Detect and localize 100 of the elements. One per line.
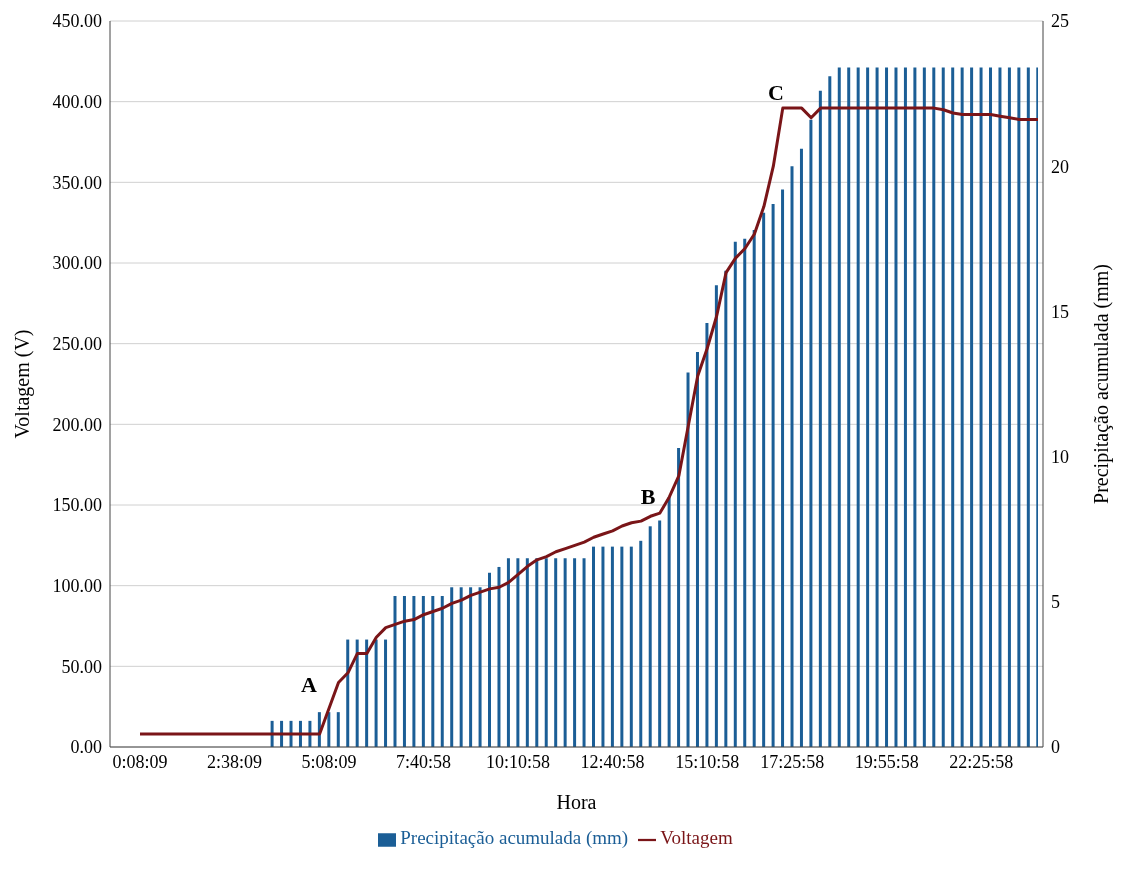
- bar: [629, 546, 633, 747]
- bar: [346, 639, 350, 747]
- bar: [828, 76, 832, 747]
- bar: [506, 558, 510, 747]
- bar: [667, 497, 671, 747]
- line-series: [140, 106, 1038, 736]
- bar: [450, 587, 454, 747]
- y-tick-label: 400.00: [52, 92, 102, 113]
- bar: [922, 67, 926, 747]
- bar: [554, 558, 558, 747]
- bar: [970, 67, 974, 747]
- bar: [592, 546, 595, 747]
- bar: [979, 67, 983, 747]
- bar: [903, 67, 907, 747]
- bar: [941, 67, 945, 747]
- y-tick-label: 0.00: [70, 737, 102, 758]
- y-tick-label: 100.00: [52, 576, 102, 597]
- legend-label: Voltagem: [660, 827, 733, 848]
- bar: [809, 119, 813, 747]
- y2-tick-label: 25: [1051, 11, 1069, 32]
- x-tick-label: 0:08:09: [112, 751, 168, 772]
- bar: [695, 352, 699, 747]
- bar: [762, 212, 766, 747]
- bar: [488, 572, 492, 747]
- bar: [459, 587, 463, 747]
- y-tick-label: 450.00: [52, 11, 102, 32]
- bar: [544, 558, 548, 747]
- bar: [743, 238, 747, 747]
- bar: [610, 546, 614, 747]
- bar: [856, 67, 860, 747]
- bar: [497, 566, 501, 747]
- bar: [781, 189, 785, 747]
- bar: [752, 230, 756, 747]
- y2-tick-label: 10: [1051, 446, 1069, 467]
- bar: [601, 546, 605, 747]
- bar: [336, 712, 340, 747]
- bar: [516, 558, 520, 747]
- bar: [374, 639, 378, 747]
- annotation: B: [640, 484, 656, 509]
- bar: [648, 526, 652, 747]
- bar: [402, 595, 406, 747]
- bar: [431, 595, 435, 747]
- bar: [894, 67, 898, 747]
- x-tick-label: 19:55:58: [854, 751, 919, 772]
- x-tick-label: 15:10:58: [675, 751, 740, 772]
- x-tick-label: 7:40:58: [396, 751, 452, 772]
- y2-tick-label: 15: [1051, 301, 1069, 322]
- bar: [932, 67, 936, 747]
- bar: [885, 67, 889, 747]
- legend-label: Precipitação acumulada (mm): [400, 827, 629, 848]
- bar: [1036, 67, 1038, 747]
- bar: [960, 67, 964, 747]
- bar: [582, 558, 586, 747]
- y2-tick-label: 5: [1051, 592, 1060, 613]
- bar: [525, 558, 529, 747]
- y-axis-title: Voltagem (V): [11, 329, 34, 439]
- bar: [355, 639, 359, 747]
- bar: [847, 67, 851, 747]
- bar: [866, 67, 870, 747]
- y2-axis-title: Precipitação acumulada (mm): [1090, 264, 1113, 504]
- bar: [563, 558, 567, 747]
- bar: [837, 67, 841, 747]
- bar: [412, 595, 416, 747]
- y2-tick-label: 0: [1051, 737, 1060, 758]
- bar: [951, 67, 955, 747]
- bar: [1026, 67, 1030, 747]
- y-tick-label: 150.00: [52, 495, 102, 516]
- bar: [1017, 67, 1021, 747]
- bar: [677, 447, 681, 747]
- bar: [365, 639, 369, 747]
- bar: [724, 270, 728, 747]
- bar: [639, 540, 643, 747]
- bar: [818, 90, 822, 747]
- bar: [989, 67, 993, 747]
- bar: [393, 595, 397, 747]
- y-tick-label: 200.00: [52, 414, 102, 435]
- x-tick-label: 17:25:58: [760, 751, 825, 772]
- bar: [327, 712, 331, 747]
- bar: [573, 558, 577, 747]
- y-tick-label: 300.00: [52, 253, 102, 274]
- x-tick-label: 2:38:09: [207, 751, 263, 772]
- bar: [875, 67, 879, 747]
- bar: [620, 546, 624, 747]
- bar: [998, 67, 1002, 747]
- bar: [799, 148, 803, 747]
- y-tick-label: 250.00: [52, 334, 102, 355]
- bar: [790, 166, 794, 747]
- bar: [733, 241, 737, 747]
- bar: [658, 520, 662, 747]
- y-tick-label: 50.00: [61, 656, 102, 677]
- annotation: A: [301, 672, 317, 697]
- bar: [478, 587, 482, 747]
- x-axis-title: Hora: [556, 791, 597, 813]
- y2-tick-label: 20: [1051, 156, 1069, 177]
- x-tick-label: 22:25:58: [949, 751, 1014, 772]
- bar: [913, 67, 917, 747]
- bar: [440, 595, 444, 747]
- bar: [469, 587, 473, 747]
- bar: [686, 372, 690, 747]
- x-tick-label: 5:08:09: [301, 751, 357, 772]
